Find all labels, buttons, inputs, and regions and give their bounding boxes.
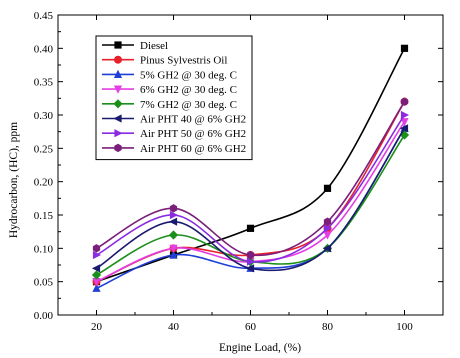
x-tick-label: 80	[322, 321, 334, 333]
data-point	[400, 97, 409, 106]
legend-item: 5% GH2 @ 30 deg. C	[102, 69, 237, 81]
data-point	[168, 217, 178, 226]
legend-item: 6% GH2 @ 30 deg. C	[102, 84, 237, 96]
legend-label: Pinus Sylvestris Oil	[140, 55, 227, 67]
legend-label: 6% GH2 @ 30 deg. C	[140, 84, 237, 96]
legend-marker	[114, 143, 122, 153]
y-tick-label: 0.40	[34, 43, 54, 55]
data-point	[400, 110, 410, 120]
legend-marker	[114, 129, 123, 138]
data-point	[400, 44, 409, 52]
legend-label: 5% GH2 @ 30 deg. C	[140, 69, 237, 81]
y-tick-label: 0.15	[34, 210, 54, 222]
data-point	[400, 118, 409, 127]
legend-marker	[113, 69, 123, 78]
data-point	[91, 270, 102, 280]
series-8	[92, 97, 409, 260]
series-line	[96, 47, 406, 283]
x-tick-label: 40	[168, 321, 180, 333]
data-point	[169, 244, 178, 253]
data-point	[245, 264, 255, 273]
data-point	[169, 204, 178, 213]
data-point	[323, 217, 332, 226]
y-tick-label: 0.25	[34, 143, 54, 155]
data-point	[91, 264, 101, 273]
legend-label: Air PHT 40 @ 6% GH2	[140, 114, 246, 126]
legend-marker	[114, 55, 122, 64]
data-point	[92, 250, 102, 260]
data-point	[92, 278, 101, 287]
y-tick-label: 0.30	[34, 110, 54, 122]
data-point	[323, 224, 333, 233]
series-7	[92, 110, 410, 266]
legend-marker	[114, 41, 122, 49]
x-tick-label: 60	[245, 321, 257, 333]
x-tick-label: 100	[396, 321, 413, 333]
data-point	[323, 184, 332, 192]
legend-label: Air PHT 50 @ 6% GH2	[140, 128, 246, 140]
data-point	[169, 250, 178, 259]
y-tick-label: 0.00	[34, 310, 54, 322]
legend-item: 7% GH2 @ 30 deg. C	[102, 99, 237, 111]
legend-item: Air PHT 50 @ 6% GH2	[102, 128, 246, 140]
legend-box	[95, 35, 253, 161]
legend-item: Pinus Sylvestris Oil	[102, 55, 227, 67]
legend-item: Diesel	[102, 40, 168, 52]
data-point	[323, 231, 332, 240]
legend-item: Air PHT 60 @ 6% GH2	[102, 143, 246, 155]
y-tick-label: 0.35	[34, 77, 54, 89]
legend-item: Air PHT 40 @ 6% GH2	[102, 114, 246, 126]
data-point	[399, 124, 409, 133]
series-6	[91, 124, 409, 273]
y-tick-label: 0.10	[34, 243, 54, 255]
y-tick-label: 0.45	[34, 10, 54, 22]
legend-marker	[113, 85, 123, 94]
data-point	[168, 230, 179, 240]
legend-marker	[113, 99, 123, 109]
legend-label: Air PHT 60 @ 6% GH2	[140, 143, 246, 155]
data-point	[246, 224, 255, 232]
y-tick-label: 0.20	[34, 177, 54, 189]
legend-marker	[113, 114, 122, 123]
data-point	[322, 244, 332, 253]
legend-label: Diesel	[140, 40, 168, 52]
data-point	[246, 250, 255, 260]
data-point	[169, 210, 179, 220]
data-point	[92, 283, 101, 292]
data-point	[92, 244, 101, 253]
x-tick-label: 20	[91, 321, 103, 333]
x-axis-title: Engine Load, (%)	[219, 342, 301, 354]
y-axis-title: Hydrocarbon, (HC), ppm	[8, 122, 20, 238]
legend-label: 7% GH2 @ 30 deg. C	[140, 99, 237, 111]
data-point	[246, 257, 256, 266]
y-tick-label: 0.05	[34, 277, 54, 289]
legend: Diesel Pinus Sylvestris Oil 5% GH2 @ 30 de…	[95, 35, 253, 161]
